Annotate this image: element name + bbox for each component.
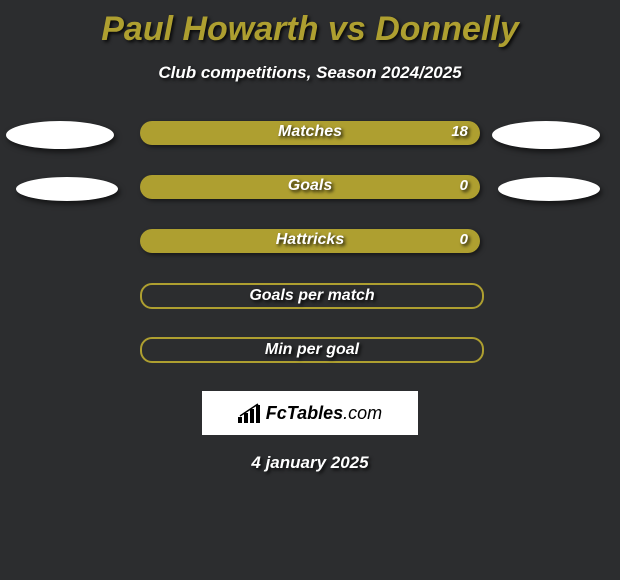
- brand-logo-inner: FcTables.com: [238, 403, 382, 424]
- stat-bar: Hattricks 0: [140, 229, 480, 253]
- stat-row: Goals 0: [0, 175, 620, 209]
- generated-date: 4 january 2025: [0, 453, 620, 473]
- stat-bar: Goals 0: [140, 175, 480, 199]
- chart-bars-icon: [238, 403, 262, 423]
- stat-rows: Matches 18 Goals 0 Hattricks 0 Goals per…: [0, 121, 620, 371]
- stat-value-right: 18: [451, 123, 468, 140]
- stat-bar: Goals per match: [140, 283, 484, 309]
- player-right-marker: [492, 121, 600, 149]
- stat-value-right: 0: [460, 177, 468, 194]
- stat-label: Min per goal: [142, 341, 482, 359]
- stat-bar: Matches 18: [140, 121, 480, 145]
- player-left-marker: [16, 177, 118, 201]
- brand-strong: FcTables: [266, 403, 343, 423]
- stat-label: Matches: [140, 123, 480, 141]
- player-left-marker: [6, 121, 114, 149]
- stat-value-right: 0: [460, 231, 468, 248]
- brand-light: .com: [343, 403, 382, 423]
- stat-row: Hattricks 0: [0, 229, 620, 263]
- page-title: Paul Howarth vs Donnelly: [0, 0, 620, 49]
- page-subtitle: Club competitions, Season 2024/2025: [0, 63, 620, 83]
- stat-row: Min per goal: [0, 337, 620, 371]
- stat-label: Hattricks: [140, 231, 480, 249]
- stat-bar: Min per goal: [140, 337, 484, 363]
- comparison-infographic: Paul Howarth vs Donnelly Club competitio…: [0, 0, 620, 580]
- stat-row: Matches 18: [0, 121, 620, 155]
- stat-label: Goals: [140, 177, 480, 195]
- stat-label: Goals per match: [142, 287, 482, 305]
- player-right-marker: [498, 177, 600, 201]
- brand-text: FcTables.com: [266, 403, 382, 424]
- stat-row: Goals per match: [0, 283, 620, 317]
- brand-logo: FcTables.com: [202, 391, 418, 435]
